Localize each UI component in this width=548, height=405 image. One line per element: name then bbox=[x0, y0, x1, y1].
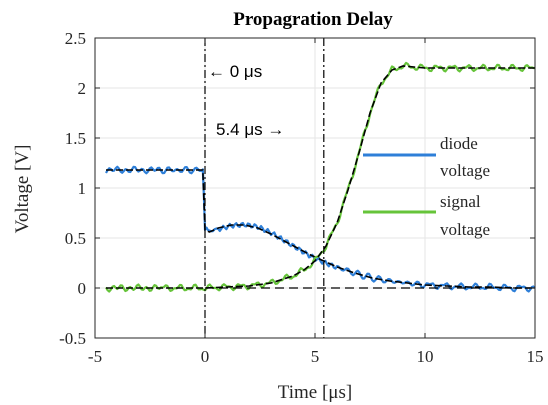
plot-lines bbox=[105, 61, 536, 293]
annotation-zero-us: ← 0 μs bbox=[208, 62, 262, 81]
y-tick-label: 2.5 bbox=[65, 29, 86, 48]
y-tick-label: 1 bbox=[78, 179, 87, 198]
legend-label-signal-voltage-line2: voltage bbox=[440, 220, 490, 239]
y-tick-label: 0 bbox=[78, 279, 87, 298]
fit-diode-voltage bbox=[106, 169, 535, 289]
tick-labels: -5 0 5 10 15 -0.5 0 0.5 1 1.5 2 2.5 bbox=[59, 29, 543, 366]
tick-marks bbox=[94, 37, 536, 339]
y-tick-label: -0.5 bbox=[59, 329, 86, 348]
y-axis-label: Voltage [V] bbox=[12, 145, 33, 234]
legend-label-diode-voltage-line1: diode bbox=[440, 134, 478, 153]
y-tick-label: 2 bbox=[78, 79, 87, 98]
annotation-five-point-four-us: 5.4 μs → bbox=[216, 120, 284, 139]
legend: diode voltage signal voltage bbox=[363, 134, 490, 239]
legend-label-diode-voltage-line2: voltage bbox=[440, 161, 490, 180]
y-tick-label: 1.5 bbox=[65, 129, 86, 148]
x-tick-label: 10 bbox=[417, 347, 434, 366]
legend-label-signal-voltage-line1: signal bbox=[440, 192, 481, 211]
y-tick-label: 0.5 bbox=[65, 229, 86, 248]
x-tick-label: 5 bbox=[311, 347, 320, 366]
x-tick-label: -5 bbox=[88, 347, 102, 366]
reference-lines bbox=[204, 38, 535, 338]
x-axis-label: Time [μs] bbox=[278, 382, 352, 403]
x-tick-label: 15 bbox=[527, 347, 544, 366]
chart-title: Propagration Delay bbox=[233, 9, 393, 30]
fit-signal-voltage bbox=[106, 65, 535, 289]
x-tick-label: 0 bbox=[201, 347, 210, 366]
